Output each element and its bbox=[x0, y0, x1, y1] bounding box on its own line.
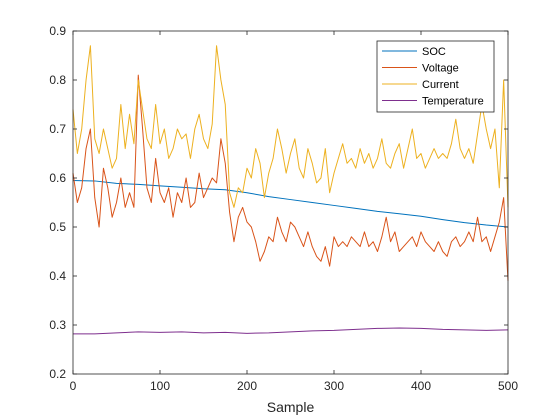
series-line-current bbox=[72, 45, 509, 208]
y-tick-label: 0.6 bbox=[49, 171, 66, 185]
series-layer bbox=[72, 45, 509, 335]
legend-label: SOC bbox=[422, 46, 446, 58]
legend-label: Voltage bbox=[422, 63, 459, 75]
series-line-soc bbox=[72, 179, 509, 228]
legend-label: Current bbox=[422, 79, 459, 91]
legend-label: Temperature bbox=[422, 96, 484, 108]
x-tick-label: 100 bbox=[150, 379, 170, 393]
x-tick-label: 200 bbox=[237, 379, 257, 393]
y-tick-label: 0.7 bbox=[49, 122, 66, 136]
x-tick-label: 500 bbox=[498, 379, 518, 393]
y-tick-label: 0.3 bbox=[49, 318, 66, 332]
y-tick-label: 0.4 bbox=[49, 269, 66, 283]
series-line-voltage bbox=[72, 74, 509, 281]
series-line-temperature bbox=[73, 327, 509, 335]
y-tick-label: 0.9 bbox=[49, 24, 66, 38]
y-tick-label: 0.2 bbox=[49, 367, 66, 381]
x-tick-label: 300 bbox=[324, 379, 344, 393]
y-tick-label: 0.8 bbox=[49, 73, 66, 87]
axes-box bbox=[72, 30, 509, 375]
x-tick-label: 400 bbox=[411, 379, 431, 393]
axes-layer: 0 100 200 300 400 500 0.2 0.3 0.4 0.5 0.6 0.7 0.8 0.9 bbox=[49, 24, 518, 393]
x-tick-label: 0 bbox=[70, 379, 77, 393]
legend: SOC Voltage Current Temperature bbox=[376, 40, 495, 113]
y-tick-label: 0.5 bbox=[49, 220, 66, 234]
x-axis-title: Sample bbox=[267, 399, 315, 415]
